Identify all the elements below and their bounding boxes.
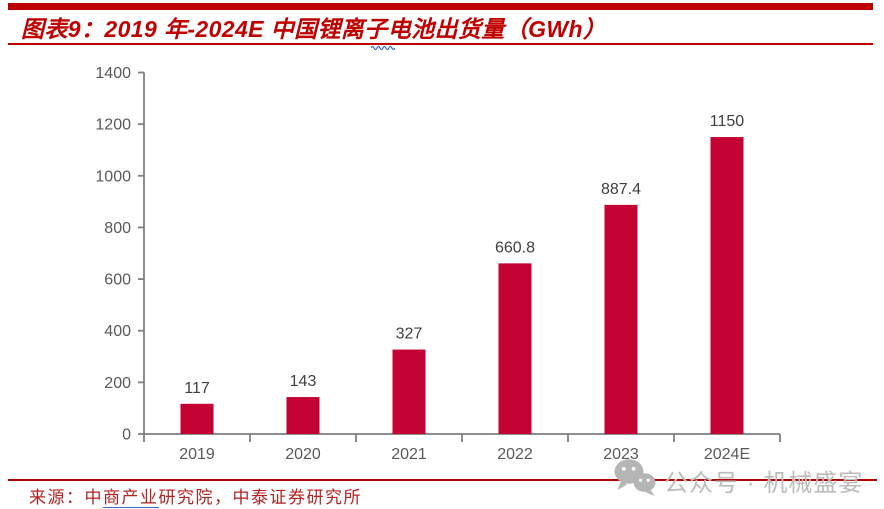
value-label-2023: 887.4 — [601, 181, 641, 198]
y-tick-label: 1000 — [95, 168, 131, 185]
title-underline-rule — [8, 43, 873, 45]
watermark: 公众号 · 机械盛宴 — [613, 458, 863, 502]
category-label-2023: 2023 — [603, 446, 639, 463]
bar-2022 — [498, 263, 532, 434]
source-line: 来源：中商产业研究院，中泰证券研究所 — [29, 483, 362, 509]
category-label-2022: 2022 — [497, 446, 533, 463]
y-tick-label: 400 — [104, 323, 131, 340]
bar-2019 — [180, 403, 214, 434]
source-seg2: 研究院，中泰证券研究所 — [158, 488, 362, 507]
category-label-2020: 2020 — [285, 446, 321, 463]
top-rule — [8, 3, 873, 10]
y-tick-label: 1400 — [95, 65, 131, 82]
watermark-text: 公众号 · 机械盛宴 — [664, 469, 864, 497]
value-label-2019: 117 — [184, 380, 210, 397]
category-label-2021: 2021 — [391, 446, 427, 463]
value-label-2024E: 1150 — [710, 113, 745, 130]
y-tick-label: 0 — [122, 427, 131, 444]
footer-rule — [8, 479, 877, 481]
category-label-2019: 2019 — [179, 446, 215, 463]
y-tick-label: 800 — [104, 220, 131, 237]
y-tick-label: 600 — [104, 272, 131, 289]
source-underlined-text: 商产业 — [103, 488, 159, 509]
bar-2023 — [604, 204, 638, 434]
value-label-2020: 143 — [290, 373, 317, 390]
wechat-icon — [613, 458, 657, 503]
value-label-2021: 327 — [396, 326, 423, 343]
bar-2024E — [710, 137, 744, 434]
page-title: 图表9：2019 年-2024E 中国锂离子电池出货量（GWh） — [21, 16, 607, 42]
value-label-2022: 660.8 — [495, 239, 535, 256]
spellcheck-squiggle-icon — [370, 37, 396, 51]
source-seg1: 中 — [84, 488, 103, 507]
source-prefix: 来源： — [29, 488, 85, 507]
bar-2021 — [392, 349, 426, 434]
bar-2020 — [286, 397, 320, 434]
category-label-2024E: 2024E — [704, 446, 750, 463]
y-tick-label: 200 — [104, 375, 131, 392]
y-tick-label: 1200 — [95, 117, 131, 134]
